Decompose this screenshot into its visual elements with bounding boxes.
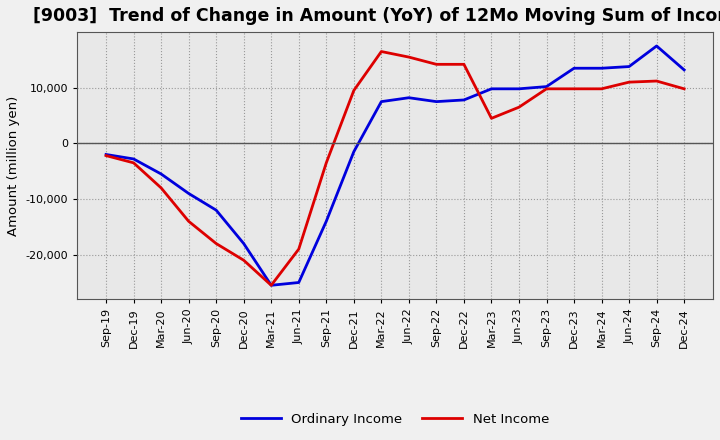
Net Income xyxy=(294,246,303,252)
Net Income xyxy=(570,86,578,92)
Title: [9003]  Trend of Change in Amount (YoY) of 12Mo Moving Sum of Incomes: [9003] Trend of Change in Amount (YoY) o… xyxy=(33,7,720,25)
Net Income xyxy=(405,55,413,60)
Ordinary Income xyxy=(377,99,386,104)
Net Income xyxy=(625,80,634,85)
Legend: Ordinary Income, Net Income: Ordinary Income, Net Income xyxy=(236,407,554,431)
Ordinary Income xyxy=(239,241,248,246)
Net Income xyxy=(212,241,220,246)
Ordinary Income xyxy=(184,191,193,196)
Ordinary Income xyxy=(130,156,138,161)
Ordinary Income xyxy=(267,282,276,288)
Ordinary Income xyxy=(294,280,303,285)
Net Income xyxy=(542,86,551,92)
Ordinary Income xyxy=(625,64,634,69)
Ordinary Income xyxy=(515,86,523,92)
Ordinary Income xyxy=(405,95,413,100)
Ordinary Income xyxy=(212,208,220,213)
Net Income xyxy=(515,105,523,110)
Net Income xyxy=(130,160,138,165)
Net Income xyxy=(432,62,441,67)
Net Income xyxy=(349,88,358,93)
Ordinary Income xyxy=(570,66,578,71)
Ordinary Income xyxy=(680,67,688,73)
Net Income xyxy=(267,282,276,288)
Ordinary Income xyxy=(322,219,330,224)
Net Income xyxy=(680,86,688,92)
Ordinary Income xyxy=(652,43,661,48)
Y-axis label: Amount (million yen): Amount (million yen) xyxy=(7,95,20,236)
Ordinary Income xyxy=(487,86,496,92)
Net Income xyxy=(598,86,606,92)
Net Income xyxy=(102,153,110,158)
Ordinary Income xyxy=(102,152,110,157)
Net Income xyxy=(459,62,468,67)
Net Income xyxy=(184,219,193,224)
Ordinary Income xyxy=(598,66,606,71)
Ordinary Income xyxy=(157,171,166,176)
Net Income xyxy=(377,49,386,54)
Net Income xyxy=(157,185,166,191)
Line: Net Income: Net Income xyxy=(106,51,684,285)
Ordinary Income xyxy=(432,99,441,104)
Net Income xyxy=(487,116,496,121)
Net Income xyxy=(322,160,330,165)
Line: Ordinary Income: Ordinary Income xyxy=(106,46,684,285)
Ordinary Income xyxy=(459,97,468,103)
Ordinary Income xyxy=(542,84,551,89)
Net Income xyxy=(239,257,248,263)
Net Income xyxy=(652,78,661,84)
Ordinary Income xyxy=(349,149,358,154)
